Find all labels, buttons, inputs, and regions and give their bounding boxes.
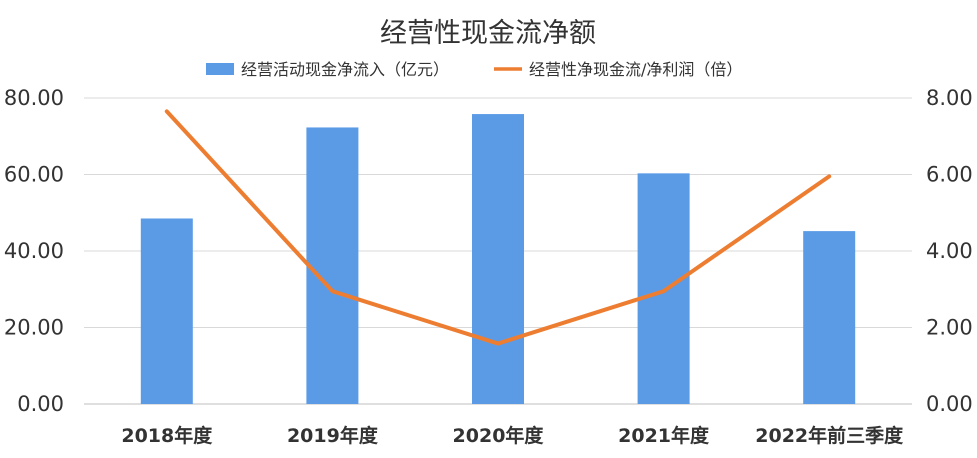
bar bbox=[140, 218, 193, 404]
bar-series bbox=[140, 114, 856, 404]
line-series bbox=[164, 109, 832, 346]
category-label: 2020年度 bbox=[453, 424, 545, 447]
right-tick-label: 6.00 bbox=[926, 163, 973, 187]
right-tick-label: 8.00 bbox=[926, 86, 973, 110]
bar bbox=[472, 114, 524, 404]
legend-label-bar: 经营活动现金净流入（亿元） bbox=[241, 60, 449, 79]
left-tick-label: 80.00 bbox=[4, 86, 64, 110]
left-tick-label: 20.00 bbox=[4, 316, 64, 340]
right-axis-ticks: 0.00 2.00 4.00 6.00 8.00 bbox=[926, 86, 973, 416]
category-label: 2022年前三季度 bbox=[755, 424, 904, 447]
left-tick-label: 60.00 bbox=[4, 163, 64, 187]
category-axis-labels: 2018年度 2019年度 2020年度 2021年度 2022年前三季度 bbox=[121, 424, 904, 447]
category-label: 2018年度 bbox=[121, 424, 213, 447]
legend: 经营活动现金净流入（亿元） 经营性净现金流/净利润（倍） bbox=[206, 60, 742, 79]
chart-title: 经营性现金流净额 bbox=[380, 18, 596, 49]
right-tick-label: 2.00 bbox=[926, 316, 973, 340]
series-line bbox=[164, 109, 832, 346]
bar bbox=[803, 231, 856, 404]
bar bbox=[637, 173, 690, 404]
bar bbox=[306, 127, 359, 404]
left-tick-label: 0.00 bbox=[17, 392, 64, 416]
right-tick-label: 0.00 bbox=[926, 392, 973, 416]
right-tick-label: 4.00 bbox=[926, 239, 973, 263]
category-label: 2019年度 bbox=[287, 424, 379, 447]
left-axis-ticks: 0.00 20.00 40.00 60.00 80.00 bbox=[4, 86, 64, 416]
legend-label-line: 经营性净现金流/净利润（倍） bbox=[529, 60, 742, 79]
legend-swatch-bar bbox=[206, 63, 234, 75]
category-label: 2021年度 bbox=[618, 424, 710, 447]
left-tick-label: 40.00 bbox=[4, 239, 64, 263]
